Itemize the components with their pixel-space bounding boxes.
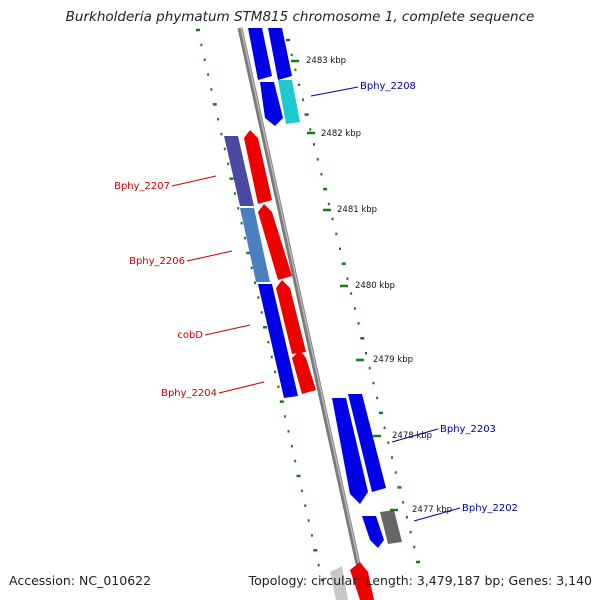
ruler-labels: 2483 kbp 2482 kbp 2481 kbp 2480 kbp 2479… [306,56,452,515]
ruler-label: 2483 kbp [306,56,346,66]
gene-feature[interactable] [258,284,298,398]
gene-feature[interactable] [258,204,292,280]
ruler-label: 2480 kbp [355,281,395,291]
gene-label-leaders [171,86,461,522]
gene-feature[interactable] [260,82,283,126]
gene-label-cobd[interactable]: cobD [177,330,203,341]
map-title: Burkholderia phymatum STM815 chromosome … [65,9,535,25]
gene-feature[interactable] [268,28,292,80]
gene-feature[interactable] [292,350,316,394]
ruler-label: 2481 kbp [337,205,377,215]
ruler-ticks [291,59,398,512]
gene-feature[interactable] [244,130,272,204]
gene-labels: Bphy_2208 Bphy_2207 Bphy_2206 cobD Bphy_… [114,81,518,514]
gene-feature[interactable] [240,208,270,282]
gene-feature[interactable] [332,398,368,504]
summary-text: Topology: circular; Length: 3,479,187 bp… [248,573,592,588]
gene-label-bphy-2203[interactable]: Bphy_2203 [440,424,496,435]
gene-label-bphy-2204[interactable]: Bphy_2204 [161,388,217,399]
gene-feature[interactable] [278,80,300,124]
ruler-label: 2482 kbp [321,129,361,139]
gene-label-bphy-2207[interactable]: Bphy_2207 [114,181,170,192]
accession-text: Accession: NC_010622 [9,573,152,588]
gene-feature[interactable] [224,136,254,206]
tick-trails [196,28,420,582]
gene-feature[interactable] [248,28,272,80]
gene-feature[interactable] [276,280,306,354]
gene-feature[interactable] [362,516,384,548]
gene-label-bphy-2206[interactable]: Bphy_2206 [129,256,185,267]
ruler-label: 2479 kbp [373,355,413,365]
gene-feature[interactable] [380,510,402,544]
gene-features [224,28,402,600]
ruler-label: 2477 kbp [412,505,452,515]
gene-feature[interactable] [348,394,386,492]
gene-feature[interactable] [330,566,348,600]
gene-label-bphy-2208[interactable]: Bphy_2208 [360,81,416,92]
chromosome-backbone [237,27,369,600]
gene-label-bphy-2202[interactable]: Bphy_2202 [462,503,518,514]
gene-feature[interactable] [350,562,374,600]
